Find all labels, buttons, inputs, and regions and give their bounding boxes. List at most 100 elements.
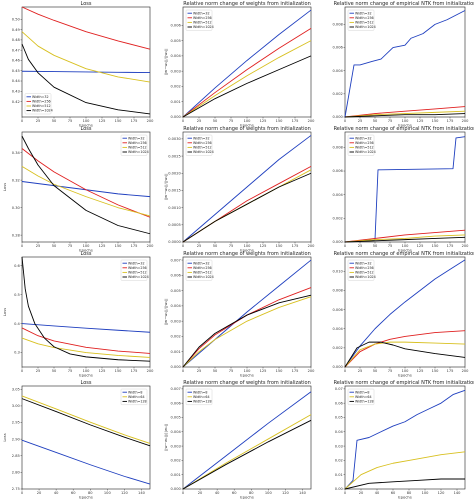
y-tick-label: 0.002 [333,346,343,350]
plot-area [182,6,312,118]
y-tick-label: 0.07 [335,387,343,391]
x-tick-label: 25 [36,244,41,248]
y-tick-label: 0.32 [12,178,20,182]
y-tick-label: 0.007 [171,387,181,391]
x-axis-label: Epochs [398,495,412,500]
legend-label: Width=32 [355,136,372,140]
y-tick-label: 2.95 [12,421,20,425]
series-line-3 [21,43,151,115]
series-line-3 [344,113,466,118]
x-tick-label: 50 [373,369,378,373]
legend-label: Width=512 [355,21,374,25]
legend-box [120,259,148,281]
x-tick-label: 100 [402,244,410,248]
panel-r3-c2: 0 20 40 60 80 100 120 140 0.00 0.01 0.02 0.03 0.04 0.… [334,380,474,499]
y-tick-label: 0.000 [171,487,182,491]
x-tick-label: 125 [99,369,106,373]
panel-r1-c1: 0 25 50 75 100 125 150 175 200 0.0000 0.0005 0.0010… [163,126,315,252]
legend-label: Width=32 [32,95,49,99]
legend-label: Width=32 [193,136,210,140]
series-line-0 [21,439,151,485]
panel-r2-c0: 0 25 50 75 100 125 150 175 2000.30.40.50.6LossEp… [2,251,154,377]
legend-box [185,9,213,31]
legend-label: Width=32 [128,136,145,140]
x-tick-label: 0 [21,244,24,248]
x-tick-label: 25 [358,369,363,373]
x-tick-label: 125 [260,244,267,248]
x-tick-label: 20 [359,491,364,495]
x-tick-label: 0 [344,369,347,373]
legend-label: Width=32 [128,261,145,265]
y-tick-label: 2.80 [12,471,21,475]
x-tick-label: 25 [197,369,202,373]
y-tick-label: 0.45 [12,69,20,73]
x-axis-label: Epochs [79,373,93,378]
y-tick-label: 0.007 [171,258,181,262]
y-tick-label: 0.008 [333,146,344,150]
legend-label: Width=256 [193,141,212,145]
y-tick-label: 0.5 [14,293,20,297]
y-tick-label: 0.004 [171,54,182,58]
legend-label: Width=64 [128,395,145,399]
y-tick-label: 0.46 [12,59,21,63]
x-axis-label: Epochs [398,373,412,378]
series-line-1 [344,106,466,118]
x-tick-label: 75 [388,369,393,373]
series-line-2 [182,296,312,368]
legend-label: Width=1024 [128,275,149,279]
legend-label: Width=8 [193,390,207,394]
x-tick-label: 0 [344,491,347,495]
legend-box [185,259,213,281]
y-tick-label: 0.0015 [168,189,181,193]
x-tick-label: 150 [432,244,440,248]
x-tick-label: 75 [68,244,73,248]
series-line-2 [344,478,465,490]
legend-label: Width=512 [355,146,374,150]
legend-label: Width=128 [128,400,147,404]
x-tick-label: 175 [131,119,138,123]
legend-label: Width=1024 [355,275,376,279]
series-line-2 [344,234,466,243]
y-tick-label: 0.49 [12,28,21,32]
series-line-0 [182,259,312,368]
y-tick-label: 0.03 [335,444,343,448]
x-tick-label: 200 [147,369,155,373]
y-tick-label: 0.000 [171,115,182,119]
y-tick-label: 2.90 [12,437,21,441]
legend-label: Width=512 [128,271,147,275]
x-tick-label: 175 [447,119,454,123]
panel-r0-c2: 0 25 50 75 100 125 150 175 200 0.000 0.002 0.004 0.0… [333,1,474,127]
y-tick-label: 0.000 [171,365,182,369]
y-axis-label: Loss [2,183,7,191]
chart-title: Relative norm change of weights from ini… [183,1,311,7]
y-tick-label: 0.002 [171,85,181,89]
series-line-3 [21,135,151,235]
y-axis-label: ||w−w₀||/||w₀|| [163,298,168,325]
y-tick-label: 0.34 [12,151,21,155]
y-tick-label: 0.01 [335,473,343,477]
x-tick-label: 60 [71,491,76,495]
y-tick-label: 0.02 [335,459,343,463]
x-tick-label: 25 [36,119,41,123]
legend-label: Width=128 [193,400,212,404]
legend-label: Width=256 [193,16,212,20]
x-tick-label: 40 [215,491,220,495]
legend-label: Width=256 [128,266,147,270]
x-axis-label: Epochs [398,123,412,128]
x-tick-label: 50 [213,244,218,248]
legend-box [347,259,375,281]
y-tick-label: 0.004 [333,327,344,331]
y-axis-label: Loss [2,433,7,441]
x-tick-label: 50 [213,369,218,373]
x-tick-label: 80 [249,491,254,495]
x-tick-label: 100 [244,244,252,248]
x-tick-label: 125 [99,119,106,123]
y-tick-label: 0.28 [12,233,21,237]
x-tick-label: 200 [462,369,470,373]
x-tick-label: 120 [121,491,129,495]
x-tick-label: 100 [83,244,91,248]
x-tick-label: 75 [68,369,73,373]
